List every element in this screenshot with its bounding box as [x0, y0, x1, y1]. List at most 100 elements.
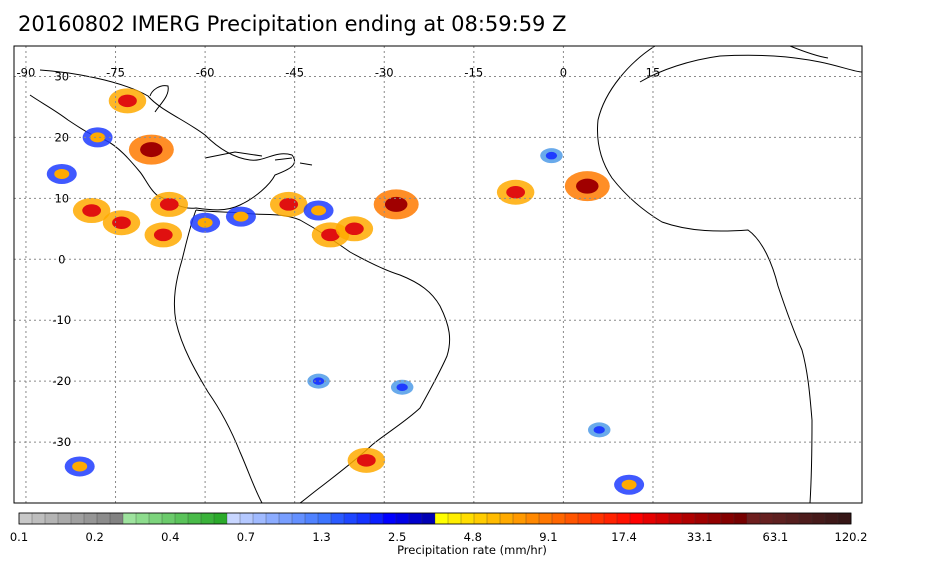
colorbar-tick-label: 0.7 [236, 530, 256, 544]
colorbar-tick-label: 120.2 [834, 530, 868, 544]
colorbar-swatch [642, 512, 657, 525]
colorbar-swatch [382, 512, 397, 525]
lon-label: -75 [106, 65, 125, 79]
colorbar-tick-label: 2.5 [388, 530, 407, 544]
colorbar-swatch [213, 512, 228, 525]
lon-label: -90 [17, 65, 36, 79]
colorbar-swatch [577, 512, 592, 525]
precip-core [576, 178, 599, 194]
precip-core [396, 383, 408, 391]
colorbar-swatch [109, 512, 124, 525]
map-title: 20160802 IMERG Precipitation ending at 0… [18, 12, 567, 36]
colorbar-swatch [447, 512, 462, 525]
colorbar-swatch [434, 512, 449, 525]
colorbar-swatch [421, 512, 436, 525]
colorbar-swatch [473, 512, 488, 525]
colorbar-swatch [759, 512, 774, 525]
colorbar-swatch [616, 512, 631, 525]
lon-label: 0 [560, 65, 567, 79]
colorbar-swatch [655, 512, 670, 525]
colorbar-swatch [317, 512, 332, 525]
coastlines [29, 46, 862, 503]
colorbar-swatch [824, 512, 839, 525]
precip-core [159, 198, 179, 211]
colorbar-swatch [174, 512, 189, 525]
colorbar-swatch [564, 512, 579, 525]
colorbar-swatch [135, 512, 150, 525]
colorbar-swatch [408, 512, 423, 525]
colorbar-swatch [746, 512, 761, 525]
lon-label: -15 [464, 65, 483, 79]
precip-core [90, 132, 106, 143]
precip-core [112, 216, 131, 229]
lat-label: -20 [52, 374, 71, 388]
precip-core [593, 426, 605, 434]
precip-core [321, 228, 340, 242]
colorbar-swatch [772, 512, 787, 525]
lat-label: -10 [52, 313, 71, 327]
precip-core [72, 461, 88, 472]
colorbar-swatch [83, 512, 98, 525]
precip-core [545, 151, 558, 160]
colorbar-swatch [551, 512, 566, 525]
precip-core [621, 479, 637, 490]
colorbar-swatch [629, 512, 644, 525]
precip-core [153, 228, 173, 242]
colorbar-swatch [122, 512, 137, 525]
colorbar-swatch [837, 512, 852, 525]
colorbar-swatch [590, 512, 605, 525]
colorbar-swatch [31, 512, 46, 525]
colorbar-swatch [187, 512, 202, 525]
lon-label: 15 [646, 65, 661, 79]
precipitation-layer [46, 88, 645, 495]
colorbar-swatch [57, 512, 72, 525]
colorbar-swatch [278, 512, 293, 525]
colorbar-tick-label: 17.4 [611, 530, 637, 544]
precip-core [233, 211, 249, 222]
colorbar-swatch [44, 512, 59, 525]
colorbar-tick-label: 0.2 [85, 530, 104, 544]
colorbar-swatch [356, 512, 371, 525]
colorbar-tick-label: 4.8 [463, 530, 482, 544]
colorbar-swatch [785, 512, 800, 525]
map-frame [13, 45, 863, 504]
colorbar-swatch [694, 512, 709, 525]
colorbar-swatch [239, 512, 254, 525]
lat-label: -30 [52, 435, 71, 449]
colorbar-swatch [252, 512, 267, 525]
colorbar-swatch [720, 512, 735, 525]
precip-core [82, 204, 102, 217]
lat-label: 10 [54, 191, 69, 205]
colorbar-swatch [707, 512, 722, 525]
colorbar-swatch [96, 512, 111, 525]
colorbar [18, 512, 852, 525]
lat-label: 0 [58, 252, 65, 266]
precip-core [506, 185, 526, 199]
colorbar-frame [18, 512, 852, 525]
lat-label: 20 [54, 130, 69, 144]
colorbar-swatch [460, 512, 475, 525]
colorbar-swatch [538, 512, 553, 525]
lat-label: 30 [54, 69, 69, 83]
colorbar-swatch [811, 512, 826, 525]
colorbar-swatch [148, 512, 163, 525]
colorbar-swatch [304, 512, 319, 525]
colorbar-tick-label: 1.3 [312, 530, 331, 544]
lon-label: -45 [285, 65, 304, 79]
colorbar-swatch [330, 512, 345, 525]
colorbar-swatch [798, 512, 813, 525]
precip-core [279, 198, 299, 211]
precip-core [356, 454, 376, 467]
lon-label: -30 [375, 65, 394, 79]
precip-core [54, 168, 70, 179]
colorbar-tick-label: 0.4 [161, 530, 180, 544]
colorbar-swatch [291, 512, 306, 525]
colorbar-swatch [200, 512, 215, 525]
colorbar-tick-label: 33.1 [686, 530, 713, 544]
colorbar-swatch [668, 512, 683, 525]
colorbar-swatch [18, 512, 33, 525]
precip-core [311, 205, 327, 216]
colorbar-swatch [265, 512, 280, 525]
colorbar-swatch [603, 512, 618, 525]
